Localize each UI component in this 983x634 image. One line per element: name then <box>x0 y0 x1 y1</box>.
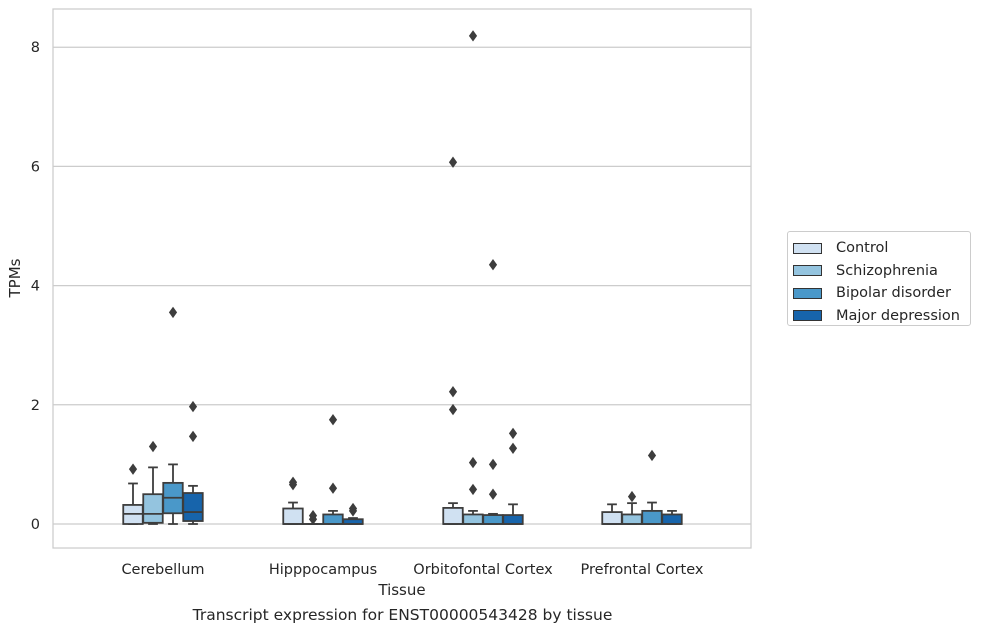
box-control <box>442 156 464 525</box>
outlier-point <box>148 440 158 453</box>
box-major-depression <box>502 427 524 525</box>
x-tick-label: Hipppocampus <box>269 562 377 578</box>
outlier-point <box>468 483 478 496</box>
outlier-point <box>448 386 458 398</box>
outlier-point <box>488 458 498 471</box>
legend-item-control: Control <box>793 237 970 260</box>
box-bipolar-disorder <box>322 414 344 525</box>
box-iqr <box>641 509 663 525</box>
legend-item-major-depression: Major depression <box>793 305 970 328</box>
box-control <box>601 503 623 525</box>
gridlines <box>53 46 751 525</box>
box-iqr <box>482 514 504 525</box>
box-control <box>122 463 144 525</box>
legend-swatch-control <box>793 242 822 254</box>
outlier-point <box>508 442 518 454</box>
box-schizophrenia <box>302 509 324 525</box>
outlier-point <box>188 430 198 443</box>
legend-label-major-depression: Major depression <box>836 307 960 324</box>
y-tick-label: 8 <box>31 40 40 56</box>
outlier-point <box>468 30 478 42</box>
box-schizophrenia <box>462 30 484 525</box>
box-iqr <box>142 493 164 524</box>
outlier-point <box>328 414 338 426</box>
box-major-depression <box>342 502 364 525</box>
legend-label-control: Control <box>836 240 889 257</box>
outlier-point <box>488 259 498 271</box>
outlier-point <box>508 427 518 440</box>
legend-swatch-schizophrenia <box>793 265 822 277</box>
x-tick-label: Prefrontal Cortex <box>581 562 704 578</box>
legend-label-bipolar-disorder: Bipolar disorder <box>836 285 951 302</box>
y-tick-labels: 0 2 4 6 8 <box>31 40 40 533</box>
box-iqr <box>282 507 304 525</box>
y-tick-label: 4 <box>31 279 40 295</box>
box-groups <box>122 30 683 525</box>
box-iqr <box>322 513 344 525</box>
chart-caption: Transcript expression for ENST0000054342… <box>192 606 613 624</box>
outlier-point <box>647 449 657 462</box>
y-tick-label: 0 <box>31 517 40 533</box>
y-tick-label: 2 <box>31 398 40 414</box>
outlier-point <box>308 509 318 522</box>
box-bipolar-disorder <box>482 259 504 525</box>
box-iqr <box>621 513 643 525</box>
outlier-point <box>488 488 498 500</box>
box-schizophrenia <box>142 440 164 525</box>
box-iqr <box>442 507 464 525</box>
legend-swatch-major-depression <box>793 310 822 322</box>
box-iqr <box>661 513 683 525</box>
box-iqr <box>182 492 204 522</box>
box-iqr <box>462 513 484 525</box>
legend: Control Schizophrenia Bipolar disorder M… <box>787 231 971 326</box>
box-iqr <box>601 511 623 525</box>
outlier-point <box>448 403 458 416</box>
x-axis-label: Tissue <box>377 581 425 599</box>
legend-swatch-bipolar-disorder <box>793 287 822 299</box>
y-axis-label: TPMs <box>6 258 24 298</box>
box-major-depression <box>182 400 204 525</box>
legend-label-schizophrenia: Schizophrenia <box>836 262 938 279</box>
outlier-point <box>468 456 478 469</box>
box-control <box>282 476 304 525</box>
box-iqr <box>502 514 524 525</box>
legend-item-bipolar-disorder: Bipolar disorder <box>793 282 970 305</box>
outlier-point <box>328 482 338 494</box>
x-tick-labels: Cerebellum Hipppocampus Orbitofontal Corte… <box>121 562 703 578</box>
outlier-point <box>627 490 637 503</box>
legend-item-schizophrenia: Schizophrenia <box>793 260 970 283</box>
x-tick-label: Orbitofontal Cortex <box>413 562 553 578</box>
outlier-point <box>288 476 298 488</box>
outlier-point <box>188 400 198 413</box>
box-bipolar-disorder <box>641 449 663 525</box>
box-bipolar-disorder <box>162 306 184 525</box>
box-schizophrenia <box>621 490 643 525</box>
outlier-point <box>448 156 458 168</box>
outlier-point <box>348 502 358 515</box>
y-tick-label: 6 <box>31 159 40 175</box>
outlier-point <box>128 463 138 475</box>
x-tick-label: Cerebellum <box>121 562 204 578</box>
outlier-point <box>168 306 178 319</box>
box-major-depression <box>661 509 683 525</box>
plot-frame <box>52 8 752 549</box>
